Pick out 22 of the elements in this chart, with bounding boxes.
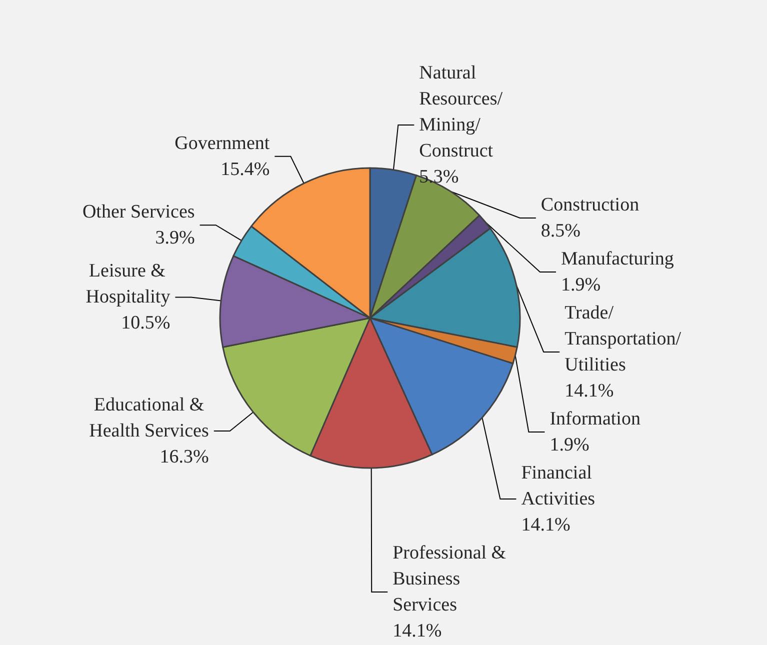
slice-label: Trade/Transportation/Utilities (564, 302, 682, 376)
data-label: 5.3% (419, 166, 459, 188)
slice-label: Natural Resources/Mining/Construct (419, 62, 504, 162)
slice-label: Professional & Business Services (392, 542, 511, 616)
slice-label: Other Services (82, 202, 195, 223)
slice-label: Manufacturing (560, 248, 674, 270)
data-label: 3.9% (155, 228, 196, 249)
slice-label: Leisure & Hospitality (86, 260, 171, 308)
slice-label: Construction (540, 194, 640, 216)
data-label: 1.9% (550, 434, 590, 456)
data-label: 14.1% (521, 514, 570, 536)
slice-label: Financial Activities (521, 462, 597, 510)
data-label: 8.5% (540, 220, 581, 242)
slice-label: Educational & Health Services (89, 394, 209, 442)
data-label: 10.5% (121, 312, 170, 334)
data-label: 1.9% (560, 274, 601, 296)
slice-label: Government (174, 132, 270, 154)
data-label: 14.1% (564, 380, 614, 402)
data-label: 14.1% (392, 620, 442, 642)
data-label: 16.3% (160, 446, 210, 468)
slice-label: Information (550, 408, 641, 430)
data-label: 15.4% (220, 158, 270, 180)
